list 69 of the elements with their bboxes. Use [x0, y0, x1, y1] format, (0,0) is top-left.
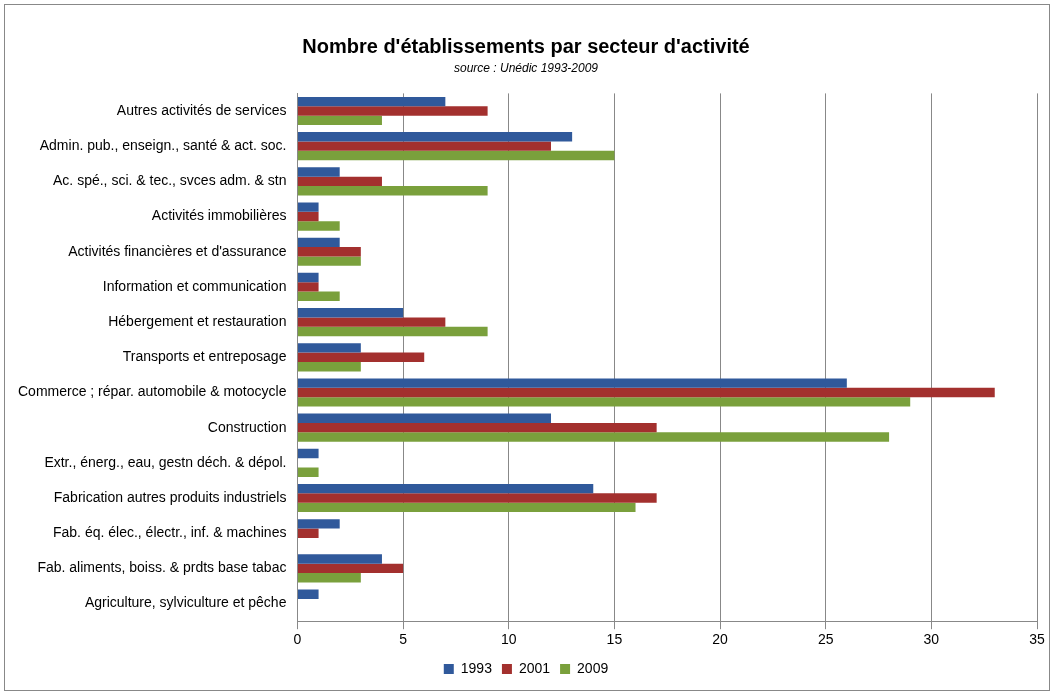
- bar: [297, 211, 319, 222]
- y-tick-label: Ac. spé., sci. & tec., svces adm. & stn: [53, 172, 287, 189]
- bar: [297, 554, 382, 564]
- bar: [297, 563, 404, 574]
- x-tick-label: 30: [923, 631, 940, 648]
- legend-label: 1993: [460, 659, 493, 676]
- bar: [297, 202, 319, 212]
- y-tick-label: Fab. aliments, boiss. & prdts base tabac: [37, 559, 287, 576]
- bar: [297, 186, 488, 196]
- bar: [297, 176, 382, 187]
- bar: [297, 343, 361, 353]
- bar: [297, 167, 340, 177]
- x-tick-label: 35: [1029, 631, 1045, 648]
- y-tick-label: Construction: [207, 418, 287, 435]
- bar: [297, 352, 425, 362]
- bar: [297, 221, 340, 231]
- bar: [297, 422, 657, 433]
- bar: [297, 589, 319, 599]
- y-tick-label: Extr., énerg., eau, gestn déch. & dépol.: [44, 453, 287, 470]
- x-tick-label: 20: [712, 631, 729, 648]
- y-tick-label: Commerce ; répar. automobile & motocycle: [17, 383, 287, 400]
- bar: [297, 317, 446, 327]
- bar: [297, 467, 319, 477]
- bar: [297, 413, 551, 423]
- y-tick-label: Admin. pub., enseign., santé & act. soc.: [39, 137, 287, 154]
- bar: [297, 361, 361, 372]
- y-tick-label: Fabrication autres produits industriels: [53, 488, 287, 505]
- bar: [297, 432, 890, 442]
- bar: [297, 502, 636, 513]
- y-tick-label: Information et communication: [102, 277, 287, 294]
- bar: [297, 247, 361, 257]
- x-tick-label: 10: [500, 631, 517, 648]
- x-tick-label: 5: [399, 631, 408, 648]
- bar: [297, 493, 657, 503]
- chart-subtitle: source : Unédic 1993-2009: [453, 60, 599, 75]
- bar: [297, 483, 594, 494]
- bar: [297, 326, 488, 337]
- legend-label: 2009: [577, 659, 609, 676]
- bar: [297, 106, 488, 116]
- bar: [297, 378, 847, 388]
- bar: [297, 256, 361, 266]
- bar: [297, 397, 911, 407]
- bar: [297, 132, 573, 142]
- y-tick-label: Hébergement et restauration: [108, 312, 287, 329]
- legend-label: 2001: [518, 659, 551, 676]
- bar: [297, 573, 361, 583]
- chart-title: Nombre d'établissements par secteur d'activité: [302, 34, 750, 57]
- bar: [297, 282, 319, 292]
- bar: [297, 519, 340, 529]
- bar: [297, 237, 340, 248]
- y-tick-label: Fab. éq. élec., électr., inf. & machines: [52, 524, 287, 541]
- x-tick-label: 0: [293, 631, 302, 648]
- x-tick-label: 25: [817, 631, 834, 648]
- bar: [297, 96, 446, 107]
- y-tick-label: Autres activités de services: [116, 101, 287, 118]
- y-tick-label: Activités immobilières: [151, 207, 287, 224]
- bar: [297, 387, 995, 398]
- bar: [297, 448, 319, 459]
- y-tick-label: Activités financières et d'assurance: [68, 242, 287, 259]
- bar: [297, 115, 382, 126]
- bar: [297, 272, 319, 283]
- bar: [297, 308, 404, 318]
- bar: [297, 291, 340, 301]
- bar: [297, 528, 319, 538]
- y-tick-label: Agriculture, sylviculture et pêche: [84, 594, 287, 611]
- bar: [297, 150, 615, 161]
- bar: [297, 141, 551, 151]
- y-tick-label: Transports et entreposage: [122, 348, 287, 365]
- x-tick-label: 15: [606, 631, 623, 648]
